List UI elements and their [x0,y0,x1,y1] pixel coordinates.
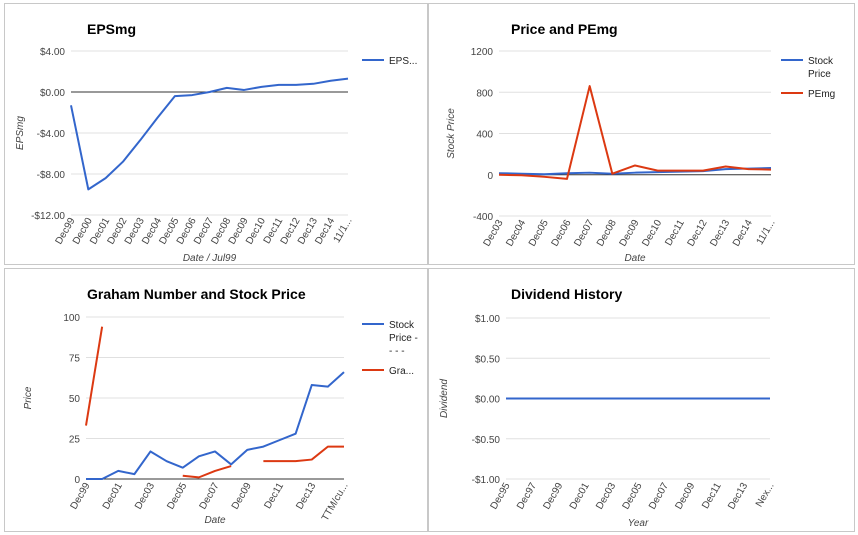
x-tick-label: Dec10 [640,218,664,249]
chart-title: Price and PEmg [511,21,618,37]
x-tick-label: Dec01 [568,481,592,512]
chart-svg-epsmg: EPSmg$4.00$0.00-$4.00-$8.00-$12.00Dec99D… [15,21,417,264]
y-tick-label: 75 [69,354,81,365]
series-line-red [85,326,104,426]
x-tick-label: Dec07 [198,481,222,512]
x-tick-label: Dec14 [731,218,755,249]
x-tick-label: Dec97 [515,481,539,512]
chart-title: EPSmg [87,21,136,37]
x-tick-label: Dec04 [504,218,528,249]
y-tick-label: -$1.00 [472,475,501,486]
y-tick-label: $0.50 [475,354,500,365]
x-tick-label: Dec06 [550,218,574,249]
y-tick-label: 800 [476,88,493,99]
chart-panel-dividend: Dividend History $1.00 $0.50 $0.00 -$0.50 -$1… [428,268,855,532]
x-tick-label: Dec13 [708,218,732,249]
legend-label: Stock [808,56,834,67]
x-tick-label: TTM/cu... [320,481,351,523]
y-tick-label: -$8.00 [37,170,66,181]
x-tick-label: Dec12 [686,218,710,249]
x-tick-label: Dec08 [595,218,619,249]
x-axis-title: Year [628,518,649,529]
y-tick-label: $4.00 [40,47,65,58]
legend-label: - - - [389,346,405,357]
chart-svg-graham: Graham Number and Stock Price1007550250D… [23,286,418,526]
chart-title: Dividend History [511,286,622,302]
series-line-blue [498,167,772,176]
y-tick-label: $0.00 [40,88,65,99]
legend-label: PEmg [808,89,835,100]
series-line-red [263,445,344,463]
x-tick-label: Dec13 [294,481,318,512]
x-tick-label: 11/1... [755,218,778,247]
x-tick-label: Dec09 [618,218,642,249]
y-tick-label: 100 [63,313,80,324]
y-tick-label: 400 [476,130,493,141]
x-tick-label: Dec05 [621,481,645,512]
x-axis-title: Date [624,253,646,264]
y-axis-title: Dividend [439,379,450,418]
chart-svg-dividend: Dividend History $1.00 $0.50 $0.00 -$0.50 -$1… [439,286,777,529]
series-line-red [498,85,772,180]
legend-label: Stock [389,320,415,331]
x-tick-label: Dec13 [726,481,750,512]
y-tick-label: 25 [69,435,81,446]
y-tick-label: -$0.50 [472,435,501,446]
x-tick-label: Dec05 [527,218,551,249]
x-tick-label: Dec11 [700,481,724,511]
y-tick-label: 1200 [471,47,494,58]
y-tick-label: $1.00 [475,314,500,325]
legend-label: Price [808,69,831,80]
chart-panel-graham: Graham Number and Stock Price 100 75 50 25 0 D… [4,268,428,532]
y-tick-label: -400 [473,212,493,223]
x-tick-label: Dec01 [101,481,125,512]
chart-panel-epsmg: EPSmg $4.00 $0.00 -$4.00 -$8.00 -$12.00 Dec99 D… [4,3,428,265]
x-tick-label: Dec99 [541,481,565,512]
y-axis-title: Price [23,386,34,409]
y-tick-label: 0 [487,171,493,182]
x-tick-label: Dec11 [663,218,687,248]
x-axis-title: Date / Jul99 [183,253,237,264]
x-tick-label: Dec09 [230,481,254,512]
chart-panel-price-pemg: Price and PEmg 1200 800 400 0 -400 Dec03 Dec04 D… [428,3,855,265]
series-line-blue [70,77,349,191]
legend-label: Price - [389,333,418,344]
series-line-blue [86,371,345,480]
x-tick-label: Dec07 [647,481,671,512]
legend-label: Gra... [389,366,414,377]
x-tick-label: Nex... [754,481,777,509]
x-tick-label: Dec11 [262,481,286,511]
series-line-red [182,465,232,479]
x-tick-label: Dec09 [673,481,697,512]
y-axis-title: Stock Price [446,108,457,159]
y-tick-label: -$12.00 [31,211,65,222]
x-tick-label: Dec03 [133,481,157,512]
x-axis-title: Date [204,515,226,526]
y-tick-label: $0.00 [475,395,500,406]
x-tick-label: Dec07 [572,218,596,249]
chart-svg-price-pemg: Price and PEmg12008004000-400Dec03Dec04D… [446,21,835,264]
chart-title: Graham Number and Stock Price [87,286,306,302]
legend-label: EPS... [389,56,417,67]
x-tick-label: Dec99 [69,481,93,512]
y-tick-label: 0 [74,475,80,486]
y-tick-label: 50 [69,394,81,405]
y-axis-title: EPSmg [15,116,26,150]
x-tick-label: Dec03 [594,481,618,512]
y-tick-label: -$4.00 [37,129,66,140]
x-tick-label: Dec05 [165,481,189,512]
